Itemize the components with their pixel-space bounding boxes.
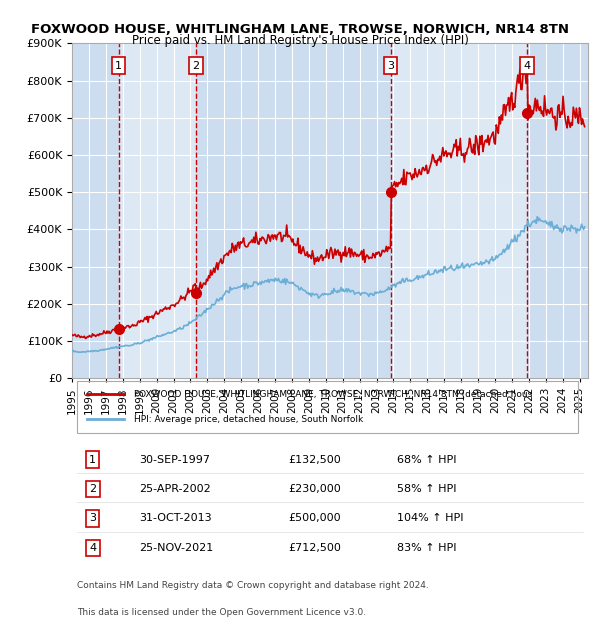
Text: 2: 2 (192, 61, 199, 71)
Text: 3: 3 (89, 513, 96, 523)
Text: HPI: Average price, detached house, South Norfolk: HPI: Average price, detached house, Sout… (134, 415, 363, 424)
Text: 68% ↑ HPI: 68% ↑ HPI (397, 454, 457, 464)
Text: 31-OCT-2013: 31-OCT-2013 (139, 513, 212, 523)
Text: 1: 1 (115, 61, 122, 71)
Bar (119, 43, 196, 378)
Text: £230,000: £230,000 (289, 484, 341, 494)
Text: Contains HM Land Registry data © Crown copyright and database right 2024.: Contains HM Land Registry data © Crown c… (77, 581, 429, 590)
Bar (72, 43, 119, 378)
Bar (527, 43, 588, 378)
Text: 25-APR-2002: 25-APR-2002 (139, 484, 211, 494)
Text: FOXWOOD HOUSE, WHITLINGHAM LANE, TROWSE, NORWICH, NR14 8TN (detached hous: FOXWOOD HOUSE, WHITLINGHAM LANE, TROWSE,… (134, 389, 532, 399)
Text: This data is licensed under the Open Government Licence v3.0.: This data is licensed under the Open Gov… (77, 608, 366, 617)
Text: £712,500: £712,500 (289, 543, 341, 553)
Text: 104% ↑ HPI: 104% ↑ HPI (397, 513, 464, 523)
Text: 30-SEP-1997: 30-SEP-1997 (139, 454, 210, 464)
Text: £500,000: £500,000 (289, 513, 341, 523)
Text: 2: 2 (89, 484, 96, 494)
Text: 4: 4 (524, 61, 530, 71)
Text: 83% ↑ HPI: 83% ↑ HPI (397, 543, 457, 553)
Text: 25-NOV-2021: 25-NOV-2021 (139, 543, 214, 553)
Bar (391, 43, 527, 378)
Text: 1: 1 (89, 454, 96, 464)
Text: Price paid vs. HM Land Registry's House Price Index (HPI): Price paid vs. HM Land Registry's House … (131, 34, 469, 47)
Text: 58% ↑ HPI: 58% ↑ HPI (397, 484, 457, 494)
Text: £132,500: £132,500 (289, 454, 341, 464)
Text: 3: 3 (387, 61, 394, 71)
Bar (196, 43, 391, 378)
Text: FOXWOOD HOUSE, WHITLINGHAM LANE, TROWSE, NORWICH, NR14 8TN: FOXWOOD HOUSE, WHITLINGHAM LANE, TROWSE,… (31, 23, 569, 36)
Text: 4: 4 (89, 543, 96, 553)
